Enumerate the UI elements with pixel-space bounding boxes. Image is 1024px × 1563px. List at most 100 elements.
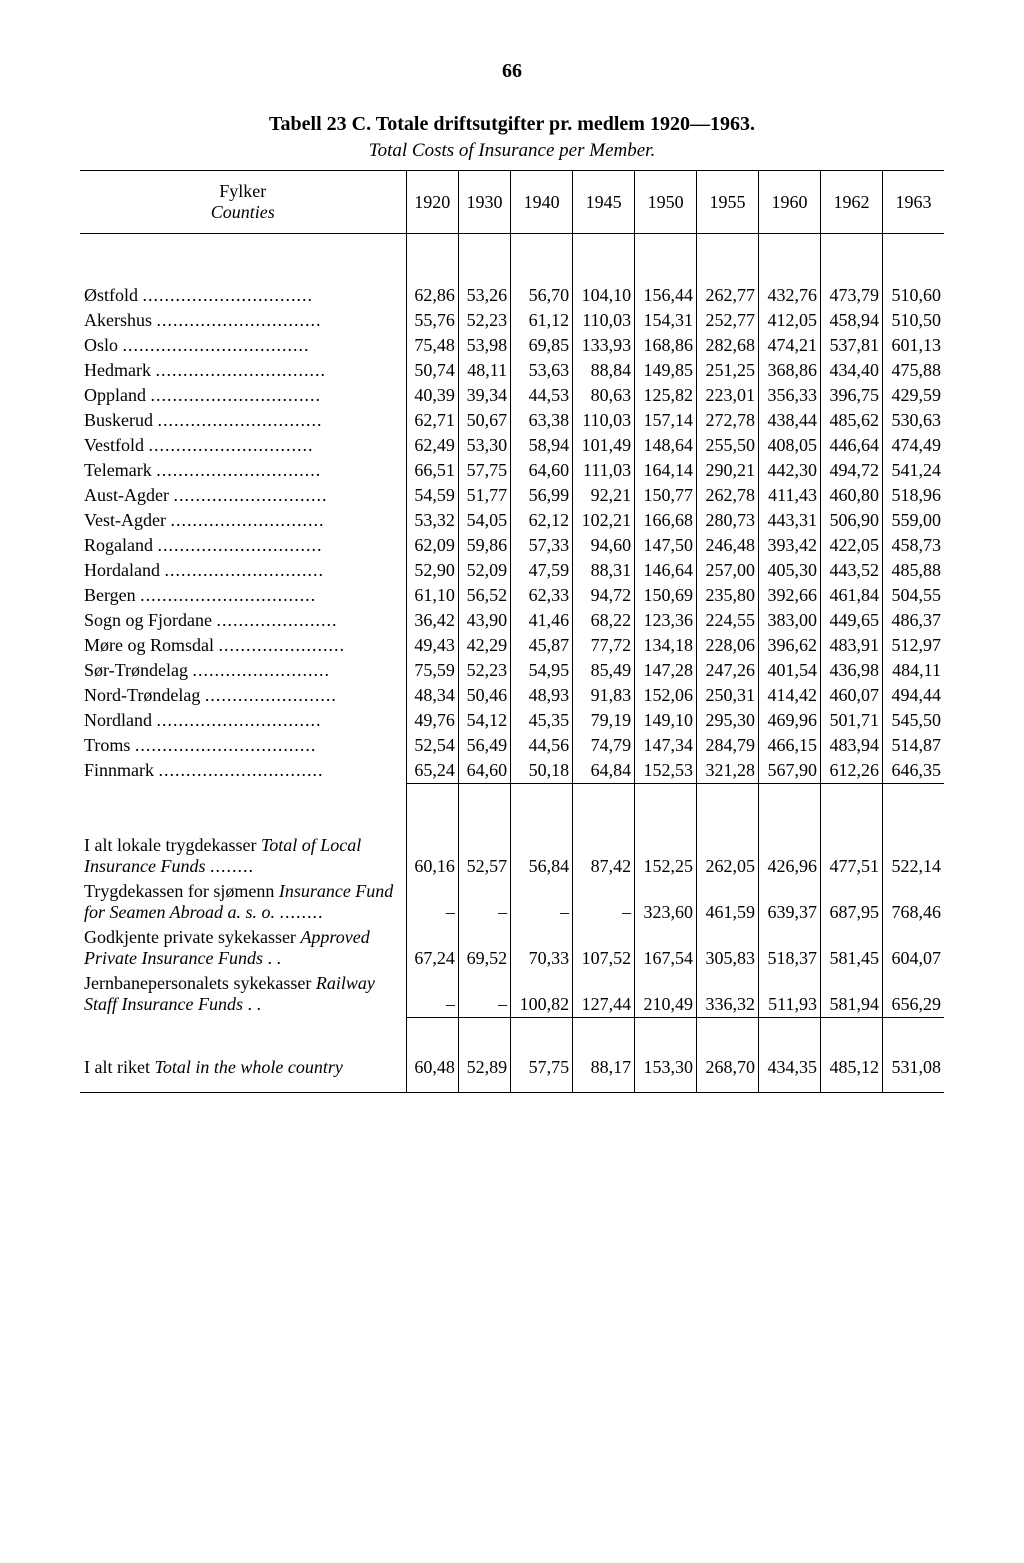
cell-value: 494,44 [882,683,944,708]
cell-value: 443,52 [820,558,882,583]
table-row: Buskerud .............................. 6… [80,408,944,433]
cell-value: 59,86 [458,533,510,558]
table-row: Troms ................................. 5… [80,733,944,758]
cell-value: 284,79 [697,733,759,758]
cell-value: 49,43 [406,633,458,658]
cell-value: 57,75 [511,1055,573,1093]
cell-value: 88,17 [573,1055,635,1093]
cell-value: 486,37 [882,608,944,633]
cell-value: 484,11 [882,658,944,683]
cell-value: 167,54 [635,925,697,971]
row-label: Nordland .............................. [80,708,406,733]
cell-value: 518,37 [759,925,821,971]
table-row: Oppland ...............................4… [80,383,944,408]
cell-value: 127,44 [573,971,635,1017]
cell-value: 434,40 [820,358,882,383]
cell-value: 52,09 [458,558,510,583]
cell-value: 102,21 [573,508,635,533]
cell-value: 53,98 [458,333,510,358]
row-label: Buskerud .............................. [80,408,406,433]
table-subtitle: Total Costs of Insurance per Member. [80,140,944,162]
cell-value: 62,12 [511,508,573,533]
cell-value: 39,34 [458,383,510,408]
cell-value: 44,56 [511,733,573,758]
cell-value: 280,73 [697,508,759,533]
cell-value: 92,21 [573,483,635,508]
table-row: Vestfold ..............................6… [80,433,944,458]
cell-value: 530,63 [882,408,944,433]
cell-value: 768,46 [882,879,944,925]
cell-value: 64,60 [511,458,573,483]
cell-value: 149,10 [635,708,697,733]
cell-value: 449,65 [820,608,882,633]
cell-value: 458,73 [882,533,944,558]
cell-value: 396,75 [820,383,882,408]
cell-value: 150,69 [635,583,697,608]
row-label: Nord-Trøndelag ........................ [80,683,406,708]
cell-value: 45,35 [511,708,573,733]
cell-value: – [458,879,510,925]
cell-value: 510,60 [882,283,944,308]
cell-value: 60,16 [406,833,458,879]
table-row: Oslo ..................................7… [80,333,944,358]
row-label: Telemark .............................. [80,458,406,483]
cell-value: 485,12 [820,1055,882,1093]
cell-value: 511,93 [759,971,821,1017]
cell-value: 88,84 [573,358,635,383]
cell-value: 411,43 [759,483,821,508]
header-label-cell: FylkerCounties [80,171,406,234]
cell-value: 504,55 [882,583,944,608]
cell-value: 473,79 [820,283,882,308]
summary-label: I alt lokale trygdekasser Total of Local… [80,833,406,879]
cell-value: 36,42 [406,608,458,633]
header-year-1945: 1945 [573,171,635,234]
table-row: Aust-Agder ............................5… [80,483,944,508]
cell-value: 247,26 [697,658,759,683]
cell-value: 545,50 [882,708,944,733]
cell-value: 63,38 [511,408,573,433]
header-year-1955: 1955 [697,171,759,234]
cell-value: 224,55 [697,608,759,633]
summary-row: Jernbanepersonalets sykekasser Railway S… [80,971,944,1017]
cell-value: 255,50 [697,433,759,458]
table-row: Vest-Agder ............................5… [80,508,944,533]
cell-value: 66,51 [406,458,458,483]
row-label: Sør-Trøndelag ......................... [80,658,406,683]
cell-value: 460,80 [820,483,882,508]
row-label: Østfold ............................... [80,283,406,308]
cell-value: 604,07 [882,925,944,971]
header-year-1940: 1940 [511,171,573,234]
cell-value: 257,00 [697,558,759,583]
cell-value: 110,03 [573,308,635,333]
cell-value: 65,24 [406,758,458,784]
cell-value: 485,88 [882,558,944,583]
table-row: Telemark ..............................6… [80,458,944,483]
cell-value: 460,07 [820,683,882,708]
cell-value: 125,82 [635,383,697,408]
header-year-1950: 1950 [635,171,697,234]
header-year-1963: 1963 [882,171,944,234]
summary-row: Godkjente private sykekasser Approved Pr… [80,925,944,971]
cell-value: 62,49 [406,433,458,458]
cell-value: 91,83 [573,683,635,708]
cell-value: 485,62 [820,408,882,433]
cell-value: 43,90 [458,608,510,633]
cell-value: 147,34 [635,733,697,758]
cell-value: 514,87 [882,733,944,758]
cell-value: 153,30 [635,1055,697,1093]
cell-value: 537,81 [820,333,882,358]
cell-value: 150,77 [635,483,697,508]
cell-value: 687,95 [820,879,882,925]
cell-value: 123,36 [635,608,697,633]
cell-value: 368,86 [759,358,821,383]
cell-value: 53,30 [458,433,510,458]
row-label: Oppland ............................... [80,383,406,408]
cell-value: 152,53 [635,758,697,784]
cell-value: 612,26 [820,758,882,784]
cell-value: 282,68 [697,333,759,358]
cell-value: 461,84 [820,583,882,608]
cell-value: 42,29 [458,633,510,658]
cell-value: 466,15 [759,733,821,758]
row-label: Troms ................................. [80,733,406,758]
cell-value: 426,96 [759,833,821,879]
